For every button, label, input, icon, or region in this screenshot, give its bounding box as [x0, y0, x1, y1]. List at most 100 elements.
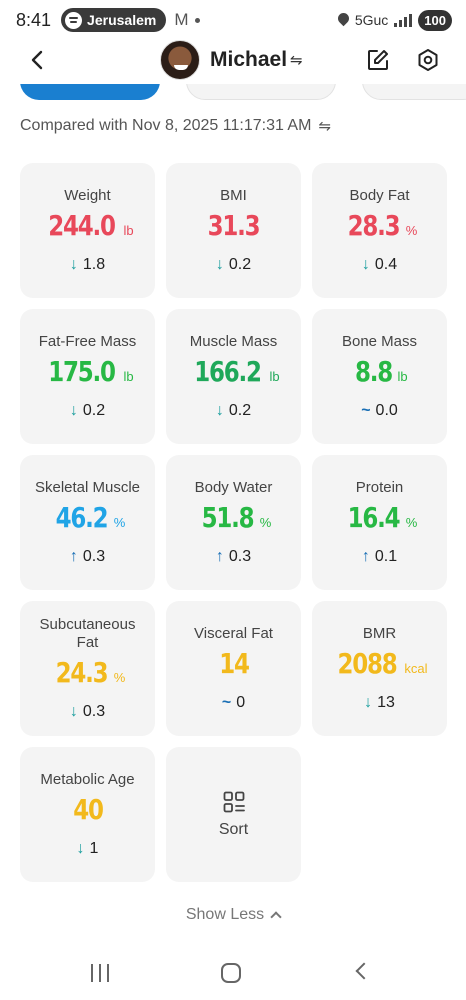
metric-change: ↓ 1: [77, 840, 99, 858]
home-button[interactable]: [221, 963, 241, 983]
metric-change: ↓ 0.2: [216, 256, 251, 274]
metric-value: 166.2: [194, 355, 263, 388]
arrow-down-icon: ↓: [69, 402, 78, 419]
metric-change-value: 1.8: [82, 256, 106, 273]
metric-value: 28.3: [347, 209, 400, 242]
back-button[interactable]: [26, 48, 50, 72]
metric-label: Bone Mass: [341, 333, 418, 350]
metric-label: Body Water: [194, 479, 273, 496]
metric-change-value: 0.2: [82, 402, 106, 419]
metric-value: 14: [218, 647, 250, 680]
metric-change-value: 0.2: [228, 256, 252, 273]
profile-switcher[interactable]: Michael ⇋: [160, 40, 303, 80]
arrow-down-icon: ↓: [215, 256, 224, 273]
metric-label: Visceral Fat: [194, 625, 273, 642]
metric-change-value: 13: [377, 694, 395, 711]
metric-change: ↑ 0.3: [216, 548, 251, 566]
metric-card[interactable]: Fat-Free Mass 175.0 lb ↓ 0.2: [20, 309, 155, 444]
location-icon: [338, 13, 349, 27]
metric-card[interactable]: BMR 2088 kcal ↓ 13: [312, 601, 447, 736]
arrow-up-icon: ↑: [215, 548, 224, 565]
compared-text: Compared with Nov 8, 2025 11:17:31 AM: [20, 117, 312, 134]
metric-value-row: 14: [216, 647, 252, 680]
metrics-grid: Weight 244.0 lb ↓ 1.8 BMI 31.3 ↓ 0.2 Body Fat 28.3…: [20, 163, 447, 882]
arrow-down-icon: ↓: [364, 694, 373, 711]
metric-label: Protein: [355, 479, 404, 496]
arrow-down-icon: ↓: [215, 402, 224, 419]
metric-value-row: 16.4%: [342, 501, 418, 534]
metric-value-row: 8.8 lb: [351, 355, 407, 388]
metric-change: ~0.0: [361, 402, 398, 420]
metric-value-row: 175.0 lb: [41, 355, 134, 388]
tilde-icon: ~: [221, 694, 232, 711]
metric-change: ↑ 0.3: [70, 548, 105, 566]
metric-value-row: 166.2 lb: [187, 355, 280, 388]
settings-button[interactable]: [416, 48, 440, 72]
metric-value: 24.3: [55, 656, 108, 689]
metric-change: ↓ 1.8: [70, 256, 105, 274]
metric-change-value: 0.3: [228, 548, 252, 565]
tilde-icon: ~: [361, 402, 371, 419]
metric-value: 2088: [337, 647, 398, 680]
metric-change-value: 0: [236, 694, 246, 711]
metric-unit: lb: [123, 369, 134, 384]
metric-card[interactable]: Weight 244.0 lb ↓ 1.8: [20, 163, 155, 298]
metric-unit: %: [405, 515, 418, 530]
metric-value: 51.8: [201, 501, 254, 534]
media-pill[interactable]: Jerusalem: [61, 8, 167, 32]
metric-value-row: 28.3%: [342, 209, 417, 242]
recents-button[interactable]: [91, 964, 109, 982]
metric-value: 40: [72, 793, 104, 826]
sort-label: Sort: [218, 820, 249, 838]
metric-change-value: 1: [89, 840, 99, 857]
gmail-icon: M: [174, 10, 189, 29]
metric-card[interactable]: Protein 16.4% ↑ 0.1: [312, 455, 447, 590]
metric-card[interactable]: Bone Mass 8.8 lb ~0.0: [312, 309, 447, 444]
status-right: 5Guc 100: [338, 9, 452, 31]
metric-label: Fat-Free Mass: [38, 333, 137, 350]
metric-change-value: 0.4: [374, 256, 398, 273]
sort-icon: [223, 791, 245, 812]
metric-label: Weight: [64, 187, 111, 204]
signal-icon: [394, 13, 413, 27]
metric-card[interactable]: Muscle Mass 166.2 lb ↓ 0.2: [166, 309, 301, 444]
tab-2[interactable]: [186, 84, 336, 100]
chevron-left-icon: [31, 50, 43, 70]
notification-dot-icon: [194, 17, 200, 23]
show-less-label: Show Less: [185, 906, 265, 923]
show-less-button[interactable]: Show Less: [0, 906, 466, 924]
metric-card[interactable]: Body Fat 28.3% ↓ 0.4: [312, 163, 447, 298]
compared-row[interactable]: Compared with Nov 8, 2025 11:17:31 AM ⇋: [20, 117, 331, 135]
metric-label: BMR: [362, 625, 397, 642]
chevron-up-icon: [270, 911, 282, 923]
metric-label: Skeletal Muscle: [34, 479, 141, 496]
metric-card[interactable]: BMI 31.3 ↓ 0.2: [166, 163, 301, 298]
system-nav-bar: [0, 955, 466, 995]
tab-strip: [0, 84, 466, 100]
tab-active[interactable]: [20, 84, 160, 100]
edit-button[interactable]: [366, 48, 390, 72]
metric-value-row: 31.3: [202, 209, 265, 242]
metric-change-value: 0.1: [374, 548, 398, 565]
battery-badge: 100: [418, 9, 452, 31]
metric-label: Subcutaneous Fat: [39, 616, 136, 651]
metric-card[interactable]: Metabolic Age 40 ↓ 1: [20, 747, 155, 882]
metric-value: 46.2: [55, 501, 108, 534]
sort-button[interactable]: Sort: [166, 747, 301, 882]
media-label: Jerusalem: [87, 12, 157, 28]
gear-icon: [418, 49, 438, 71]
metric-card[interactable]: Subcutaneous Fat 24.3% ↓ 0.3: [20, 601, 155, 736]
avatar: [160, 40, 200, 80]
metric-card[interactable]: Body Water 51.8% ↑ 0.3: [166, 455, 301, 590]
tab-3[interactable]: [362, 84, 466, 100]
metric-value: 31.3: [207, 209, 261, 242]
profile-name: Michael: [210, 48, 288, 71]
system-back-button[interactable]: [355, 962, 373, 980]
metric-card[interactable]: Visceral Fat 14 ~0: [166, 601, 301, 736]
metric-value-row: 46.2%: [50, 501, 126, 534]
metric-unit: %: [113, 515, 126, 530]
metric-change: ~0: [222, 694, 245, 712]
metric-change: ↓ 0.4: [362, 256, 397, 274]
metric-card[interactable]: Skeletal Muscle 46.2% ↑ 0.3: [20, 455, 155, 590]
metric-change: ↓ 0.2: [216, 402, 251, 420]
